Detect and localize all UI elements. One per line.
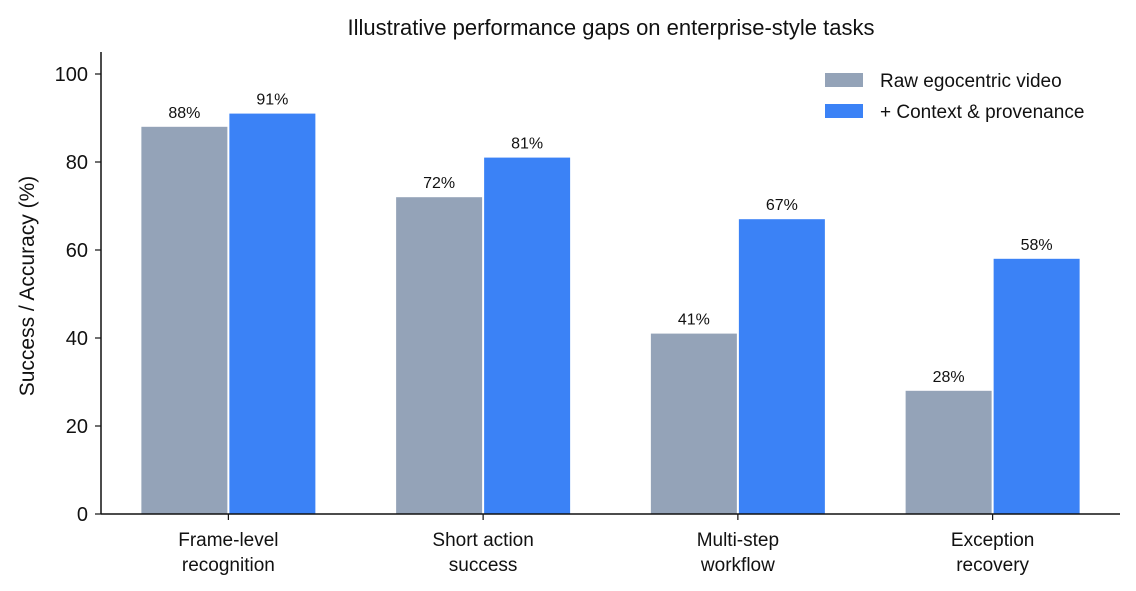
y-tick-label: 20 — [66, 416, 88, 438]
data-label: 72% — [423, 175, 455, 192]
x-tick-label: Frame-level recognition — [178, 530, 278, 576]
data-label: 41% — [678, 312, 710, 329]
y-axis-label-group: Success / Accuracy (%) — [16, 176, 39, 397]
bar-context-0 — [229, 113, 316, 514]
x-tick-label: Short action success — [432, 530, 533, 576]
data-label: 91% — [256, 92, 288, 109]
legend: Raw egocentric video + Context & provenan… — [825, 71, 1084, 123]
bar-raw-3 — [905, 390, 992, 514]
bar-raw-1 — [396, 197, 483, 514]
bar-raw-0 — [141, 126, 228, 515]
data-label: 88% — [168, 105, 200, 122]
legend-swatch — [825, 73, 863, 87]
y-tick-label: 80 — [66, 152, 88, 174]
y-axis-label: Success / Accuracy (%) — [16, 176, 39, 397]
legend-label: Raw egocentric video — [880, 71, 1062, 92]
bar-context-3 — [993, 258, 1080, 514]
data-label: 67% — [766, 197, 798, 214]
legend-swatch — [825, 104, 863, 118]
x-tick-label: Exception recovery — [951, 530, 1034, 576]
y-tick-label: 40 — [66, 328, 88, 350]
y-tick-label: 0 — [77, 504, 88, 526]
data-label: 28% — [933, 369, 965, 386]
y-tick-label: 100 — [55, 64, 88, 86]
data-label: 81% — [511, 136, 543, 153]
chart-title: Illustrative performance gaps on enterpr… — [347, 15, 874, 40]
y-tick-label: 60 — [66, 240, 88, 262]
bar-raw-2 — [650, 333, 737, 514]
x-tick-label: Multi-step workflow — [697, 530, 779, 576]
legend-label: + Context & provenance — [880, 102, 1084, 123]
bar-context-1 — [484, 157, 571, 514]
plot-area: 88% 72% 41% 28% 91% 81% 67% 58% 0 20 40 60 80 100 Fram… — [55, 52, 1120, 576]
data-label: 58% — [1021, 237, 1053, 254]
bar-context-2 — [738, 219, 825, 514]
